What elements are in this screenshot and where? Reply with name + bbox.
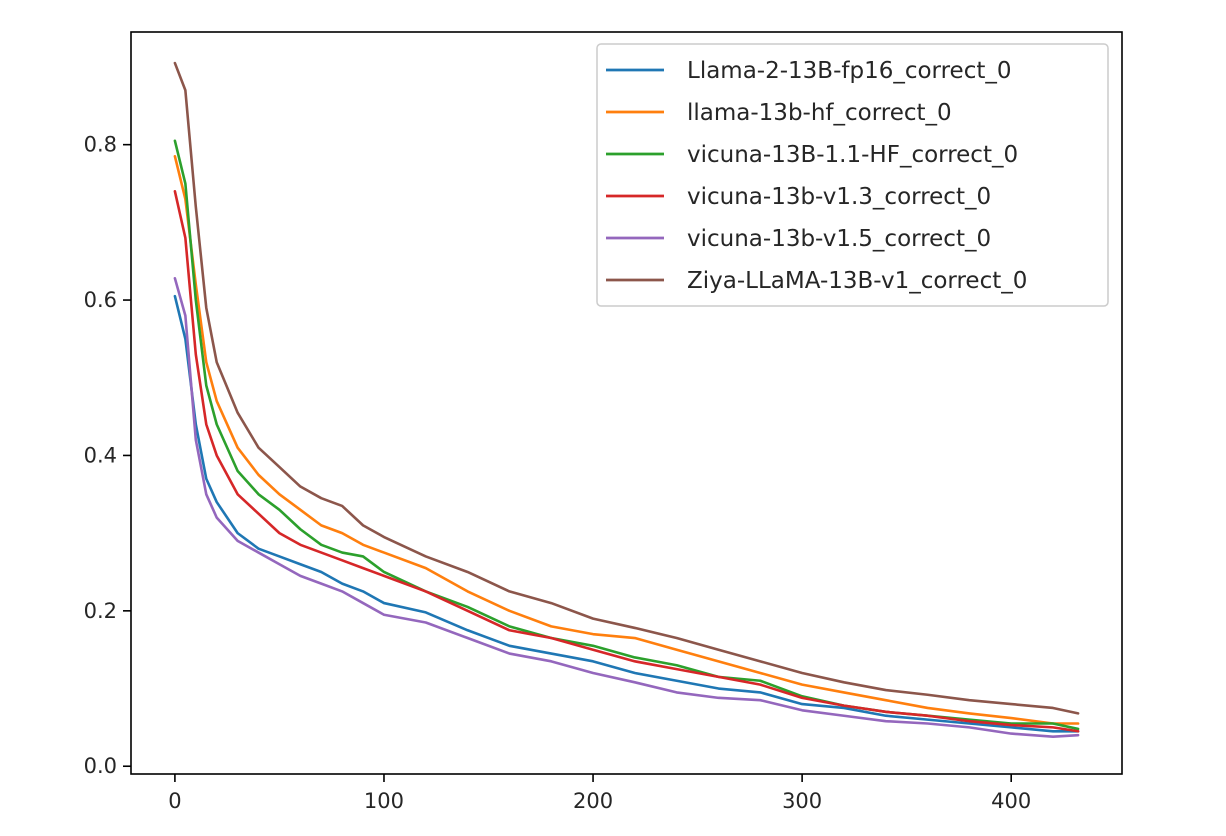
- series-line-1: [173, 155, 1080, 725]
- x-tick-label: 300: [782, 789, 822, 813]
- legend-label: Llama-2-13B-fp16_correct_0: [687, 58, 1012, 84]
- series-line-4: [173, 276, 1080, 739]
- y-tick-label: 0.8: [84, 133, 117, 157]
- y-axis: 0.0 0.2 0.4 0.6 0.8: [84, 133, 131, 778]
- x-axis: 0 100 200 300 400: [168, 774, 1031, 813]
- legend: Llama-2-13B-fp16_correct_0 llama-13b-hf_c…: [596, 43, 1109, 307]
- x-tick-label: 400: [991, 789, 1031, 813]
- legend-label: llama-13b-hf_correct_0: [687, 100, 952, 126]
- legend-label: Ziya-LLaMA-13B-v1_correct_0: [687, 268, 1027, 294]
- legend-label: vicuna-13b-v1.5_correct_0: [687, 226, 991, 252]
- legend-label: vicuna-13b-v1.3_correct_0: [687, 184, 991, 210]
- x-tick-label: 200: [573, 789, 613, 813]
- y-tick-label: 0.4: [84, 443, 117, 467]
- series-line-0: [173, 294, 1080, 733]
- plot-frame: [130, 31, 1123, 775]
- x-tick-label: 100: [364, 789, 404, 813]
- legend-box: [596, 43, 1109, 307]
- x-tick-label: 0: [168, 789, 181, 813]
- y-tick-label: 0.2: [84, 599, 117, 623]
- y-tick-label: 0.6: [84, 288, 117, 312]
- legend-label: vicuna-13B-1.1-HF_correct_0: [687, 142, 1018, 168]
- series-line-3: [173, 189, 1080, 733]
- series-layer: [173, 61, 1080, 739]
- series-line-5: [173, 61, 1080, 715]
- y-tick-label: 0.0: [84, 754, 117, 778]
